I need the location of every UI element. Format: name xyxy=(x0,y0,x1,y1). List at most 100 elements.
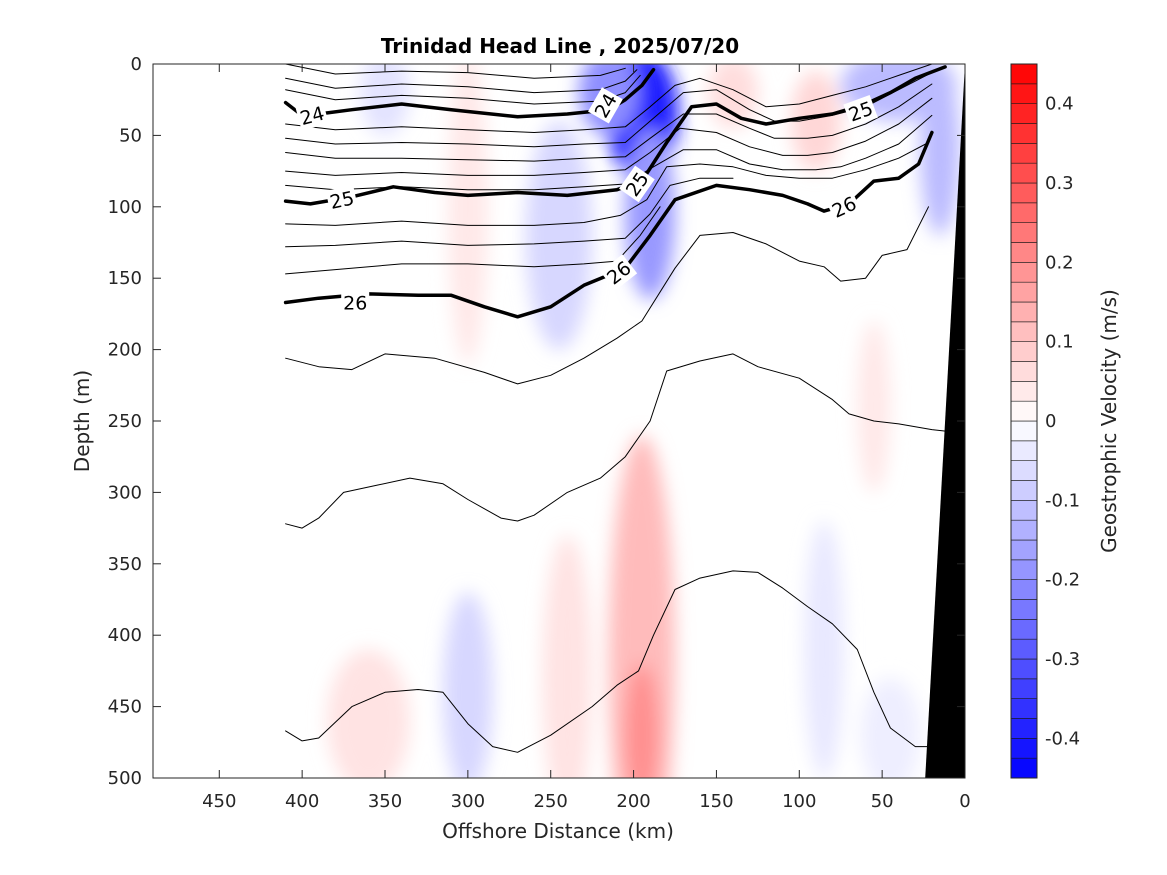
y-tick-label: 0 xyxy=(131,54,142,75)
colorbar-swatch xyxy=(1010,460,1038,481)
y-tick-label: 450 xyxy=(108,697,142,718)
colorbar-swatch xyxy=(1010,658,1038,680)
colorbar-tick-label: 0.1 xyxy=(1045,332,1074,353)
colorbar-swatch xyxy=(1010,400,1038,422)
colorbar-tick-label: 0.4 xyxy=(1045,94,1074,115)
isopycnal-line xyxy=(285,74,641,105)
y-tick-label: 350 xyxy=(108,554,142,575)
isopycnal-line xyxy=(285,142,929,226)
velocity-patch xyxy=(542,535,593,778)
contour-label-group: 26 xyxy=(341,290,370,315)
isopycnal-line xyxy=(285,206,661,275)
colorbar-tick-label: 0 xyxy=(1045,411,1056,432)
velocity-patch xyxy=(625,663,659,778)
colorbar-tick-label: -0.4 xyxy=(1045,728,1080,749)
colorbar-swatch xyxy=(1010,301,1038,323)
x-tick-label: 200 xyxy=(616,791,650,812)
isopycnal-line xyxy=(285,353,958,529)
velocity-patch xyxy=(447,64,488,364)
colorbar-swatch xyxy=(1010,599,1038,620)
colorbar-swatch xyxy=(1010,440,1038,461)
contour-label: 25 xyxy=(328,187,356,214)
x-axis: 450 400 350 300 250 200 150 100 50 0 xyxy=(202,64,971,812)
colorbar-swatch xyxy=(1010,341,1038,362)
colorbar-tick-label: 0.2 xyxy=(1045,252,1074,273)
isopycnal-line xyxy=(285,69,638,94)
colorbar-swatch xyxy=(1010,738,1038,759)
velocity-patch xyxy=(327,649,410,778)
x-tick-label: 150 xyxy=(699,791,733,812)
y-tick-label: 200 xyxy=(108,340,142,361)
colorbar-swatch xyxy=(1010,202,1038,223)
x-tick-label: 300 xyxy=(451,791,485,812)
colorbar-tick-label: -0.3 xyxy=(1045,649,1080,670)
colorbar-swatch xyxy=(1010,559,1038,580)
colorbar-swatch xyxy=(1010,500,1038,521)
isopycnal-bold-26 xyxy=(283,130,934,319)
colorbar-swatch xyxy=(1010,698,1038,719)
y-axis: 0 50 100 150 200 250 300 350 400 450 500 xyxy=(108,54,965,789)
velocity-patch xyxy=(608,435,675,778)
colorbar-swatch xyxy=(1010,242,1038,263)
y-axis-label: Depth (m) xyxy=(70,370,94,472)
contour-label-group: 24 xyxy=(295,100,329,131)
colorbar-swatch xyxy=(1010,281,1038,303)
isopycnal-line xyxy=(285,72,933,148)
colorbar-tick-label: -0.2 xyxy=(1045,570,1080,591)
x-tick-label: 450 xyxy=(202,791,236,812)
isopycnal-line xyxy=(285,64,933,133)
colorbar-swatch xyxy=(1010,381,1038,402)
velocity-patch xyxy=(857,321,891,493)
contour-label-group: 25 xyxy=(325,185,359,215)
contour-label-bg xyxy=(619,165,655,203)
colorbar-swatch xyxy=(1010,718,1038,739)
y-tick-label: 50 xyxy=(119,125,142,146)
colorbar-frame xyxy=(1010,63,1038,779)
isopycnal-line xyxy=(285,83,933,162)
velocity-patch xyxy=(920,64,961,236)
colorbar-swatch xyxy=(1010,182,1038,204)
bottom-topography xyxy=(925,64,965,778)
colorbar-label: Geostrophic Velocity (m/s) xyxy=(1097,289,1121,553)
colorbar-swatch xyxy=(1010,420,1038,442)
y-tick-label: 100 xyxy=(108,197,142,218)
x-tick-label: 400 xyxy=(285,791,319,812)
chart-title: Trinidad Head Line , 2025/07/20 xyxy=(381,34,739,58)
colorbar-swatch xyxy=(1010,361,1038,382)
contour-label-bg xyxy=(341,290,370,315)
isopycnal-line xyxy=(285,64,626,79)
velocity-patch xyxy=(443,592,493,778)
y-tick-label: 250 xyxy=(108,411,142,432)
velocity-patch xyxy=(804,520,845,778)
x-tick-label: 100 xyxy=(782,791,816,812)
y-tick-label: 300 xyxy=(108,482,142,503)
colorbar-swatch xyxy=(1010,539,1038,561)
colorbar-swatch xyxy=(1010,519,1038,541)
colorbar-swatch xyxy=(1010,162,1038,184)
colorbar-swatch xyxy=(1010,222,1038,243)
colorbar-swatch xyxy=(1010,123,1038,144)
colorbar-swatch xyxy=(1010,63,1038,85)
x-tick-label: 250 xyxy=(534,791,568,812)
y-tick-label: 150 xyxy=(108,268,142,289)
colorbar-swatch xyxy=(1010,619,1038,640)
isopycnal-line xyxy=(285,206,929,385)
x-tick-label: 50 xyxy=(871,791,894,812)
x-axis-label: Offshore Distance (km) xyxy=(442,819,674,843)
velocity-patch xyxy=(525,121,593,350)
contour-label-bg xyxy=(826,190,862,224)
colorbar-swatch xyxy=(1010,757,1038,779)
colorbar: -0.4 -0.3 -0.2 -0.1 0 0.1 0.2 0.3 0.4 xyxy=(1010,63,1080,779)
contour-label-bg xyxy=(295,100,329,131)
colorbar-swatch xyxy=(1010,103,1038,124)
colorbar-swatch xyxy=(1010,83,1038,104)
contour-label-bg xyxy=(588,87,623,124)
colorbar-swatch xyxy=(1010,638,1038,660)
colorbar-swatch xyxy=(1010,579,1038,600)
colorbar-swatch xyxy=(1010,143,1038,164)
colorbar-swatch xyxy=(1010,262,1038,283)
colorbar-swatch xyxy=(1010,321,1038,342)
colorbar-swatch xyxy=(1010,678,1038,699)
